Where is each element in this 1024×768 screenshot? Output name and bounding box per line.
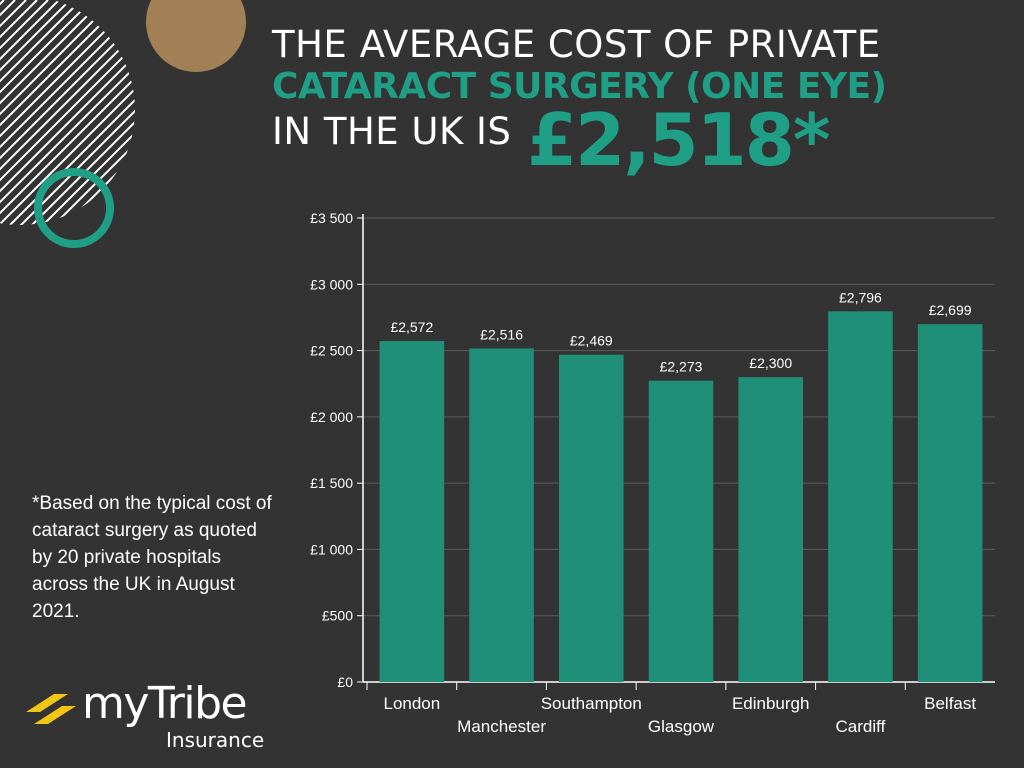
ring-decoration xyxy=(34,168,114,248)
x-category-label: Cardiff xyxy=(836,717,886,736)
bar-cardiff xyxy=(828,311,893,682)
stripe-line xyxy=(0,0,135,225)
gold-circle-decoration xyxy=(146,0,246,72)
y-tick-label: £3 000 xyxy=(310,276,353,292)
mytribe-logo: myTribe Insurance xyxy=(24,682,284,752)
headline-line-1: THE AVERAGE COST OF PRIVATE xyxy=(272,23,881,66)
data-label: £2,516 xyxy=(480,326,523,342)
y-tick-label: £2 500 xyxy=(310,343,353,359)
bar-belfast xyxy=(917,324,983,682)
stripe-line xyxy=(0,0,115,225)
stripe-line xyxy=(0,0,60,225)
x-category-label: London xyxy=(383,694,440,713)
y-tick-label: £0 xyxy=(337,674,353,690)
data-label: £2,469 xyxy=(570,333,613,349)
data-label: £2,572 xyxy=(390,319,433,335)
logo-subtitle: Insurance xyxy=(166,728,265,752)
y-tick-label: £2 000 xyxy=(310,409,353,425)
bar-edinburgh xyxy=(738,377,804,682)
tribe-chevron-icon xyxy=(26,694,76,724)
x-category-label: Edinburgh xyxy=(732,694,810,713)
data-label: £2,796 xyxy=(839,289,882,305)
logo-name: myTribe xyxy=(82,678,248,729)
y-tick-label: £1 000 xyxy=(310,541,353,557)
stripe-line xyxy=(0,0,135,225)
bar-manchester xyxy=(469,348,534,682)
stripe-line xyxy=(0,0,71,225)
stripe-line xyxy=(7,0,135,225)
decorative-shapes xyxy=(0,0,246,248)
bar-glasgow xyxy=(648,380,714,682)
stripe-line xyxy=(0,0,135,225)
stripe-line xyxy=(0,0,135,225)
x-category-label: Manchester xyxy=(457,717,546,736)
stripe-line xyxy=(0,0,126,225)
headline: THE AVERAGE COST OF PRIVATE CATARACT SUR… xyxy=(272,26,1012,150)
stripe-line xyxy=(0,0,93,225)
data-label: £2,300 xyxy=(749,355,792,371)
stripe-line xyxy=(0,0,104,225)
stripe-line xyxy=(0,0,135,225)
headline-line-2: CATARACT SURGERY (ONE EYE) xyxy=(272,66,887,107)
stripe-line xyxy=(0,0,135,225)
data-label: £2,273 xyxy=(660,359,703,375)
y-tick-label: £500 xyxy=(322,608,353,624)
bar-southampton xyxy=(558,354,624,682)
y-tick-label: £1 500 xyxy=(310,475,353,491)
stripe-line xyxy=(0,0,82,225)
x-category-label: Southampton xyxy=(541,694,642,713)
x-category-label: Belfast xyxy=(924,694,976,713)
stripe-line xyxy=(0,0,49,225)
average-cost-highlight: £2,518* xyxy=(527,98,830,182)
stripe-line xyxy=(0,0,135,225)
headline-line-3: IN THE UK IS xyxy=(272,110,512,153)
data-label: £2,699 xyxy=(929,302,972,318)
x-category-label: Glasgow xyxy=(648,717,715,736)
bar-london xyxy=(379,341,445,682)
stripe-line xyxy=(18,0,135,225)
stripe-line xyxy=(0,0,135,225)
footnote: *Based on the typical cost of cataract s… xyxy=(32,493,272,622)
stripe-line xyxy=(0,0,135,225)
y-tick-label: £3 500 xyxy=(310,210,353,226)
